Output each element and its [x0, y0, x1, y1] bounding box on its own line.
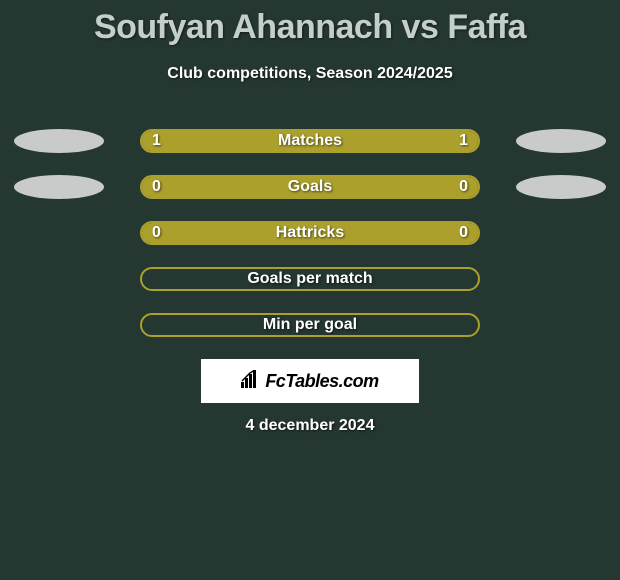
brand-box: FcTables.com — [201, 359, 419, 403]
comparison-row: 00Goals — [0, 175, 620, 199]
date-text: 4 december 2024 — [0, 403, 620, 435]
comparison-row: 11Matches — [0, 129, 620, 153]
brand-text: FcTables.com — [265, 371, 378, 392]
player-badge-right — [516, 175, 606, 199]
comparison-row: Goals per match — [0, 267, 620, 291]
stat-bar: Goals per match — [140, 267, 480, 291]
stat-label: Goals — [142, 178, 478, 196]
comparison-rows: 11Matches 00Goals 00Hattricks Goals per mat… — [0, 83, 620, 337]
player-badge-left — [14, 129, 104, 153]
player-badge-left — [14, 175, 104, 199]
stat-bar: 00Hattricks — [140, 221, 480, 245]
comparison-row: Min per goal — [0, 313, 620, 337]
comparison-row: 00Hattricks — [0, 221, 620, 245]
stat-label: Goals per match — [142, 270, 478, 288]
stat-bar: Min per goal — [140, 313, 480, 337]
page-title: Soufyan Ahannach vs Faffa — [0, 0, 620, 47]
stat-label: Min per goal — [142, 316, 478, 334]
stat-bar: 11Matches — [140, 129, 480, 153]
player-badge-right — [516, 129, 606, 153]
page-subtitle: Club competitions, Season 2024/2025 — [0, 47, 620, 83]
stat-label: Matches — [142, 132, 478, 150]
stat-label: Hattricks — [142, 224, 478, 242]
stat-bar: 00Goals — [140, 175, 480, 199]
chart-icon — [241, 370, 261, 393]
